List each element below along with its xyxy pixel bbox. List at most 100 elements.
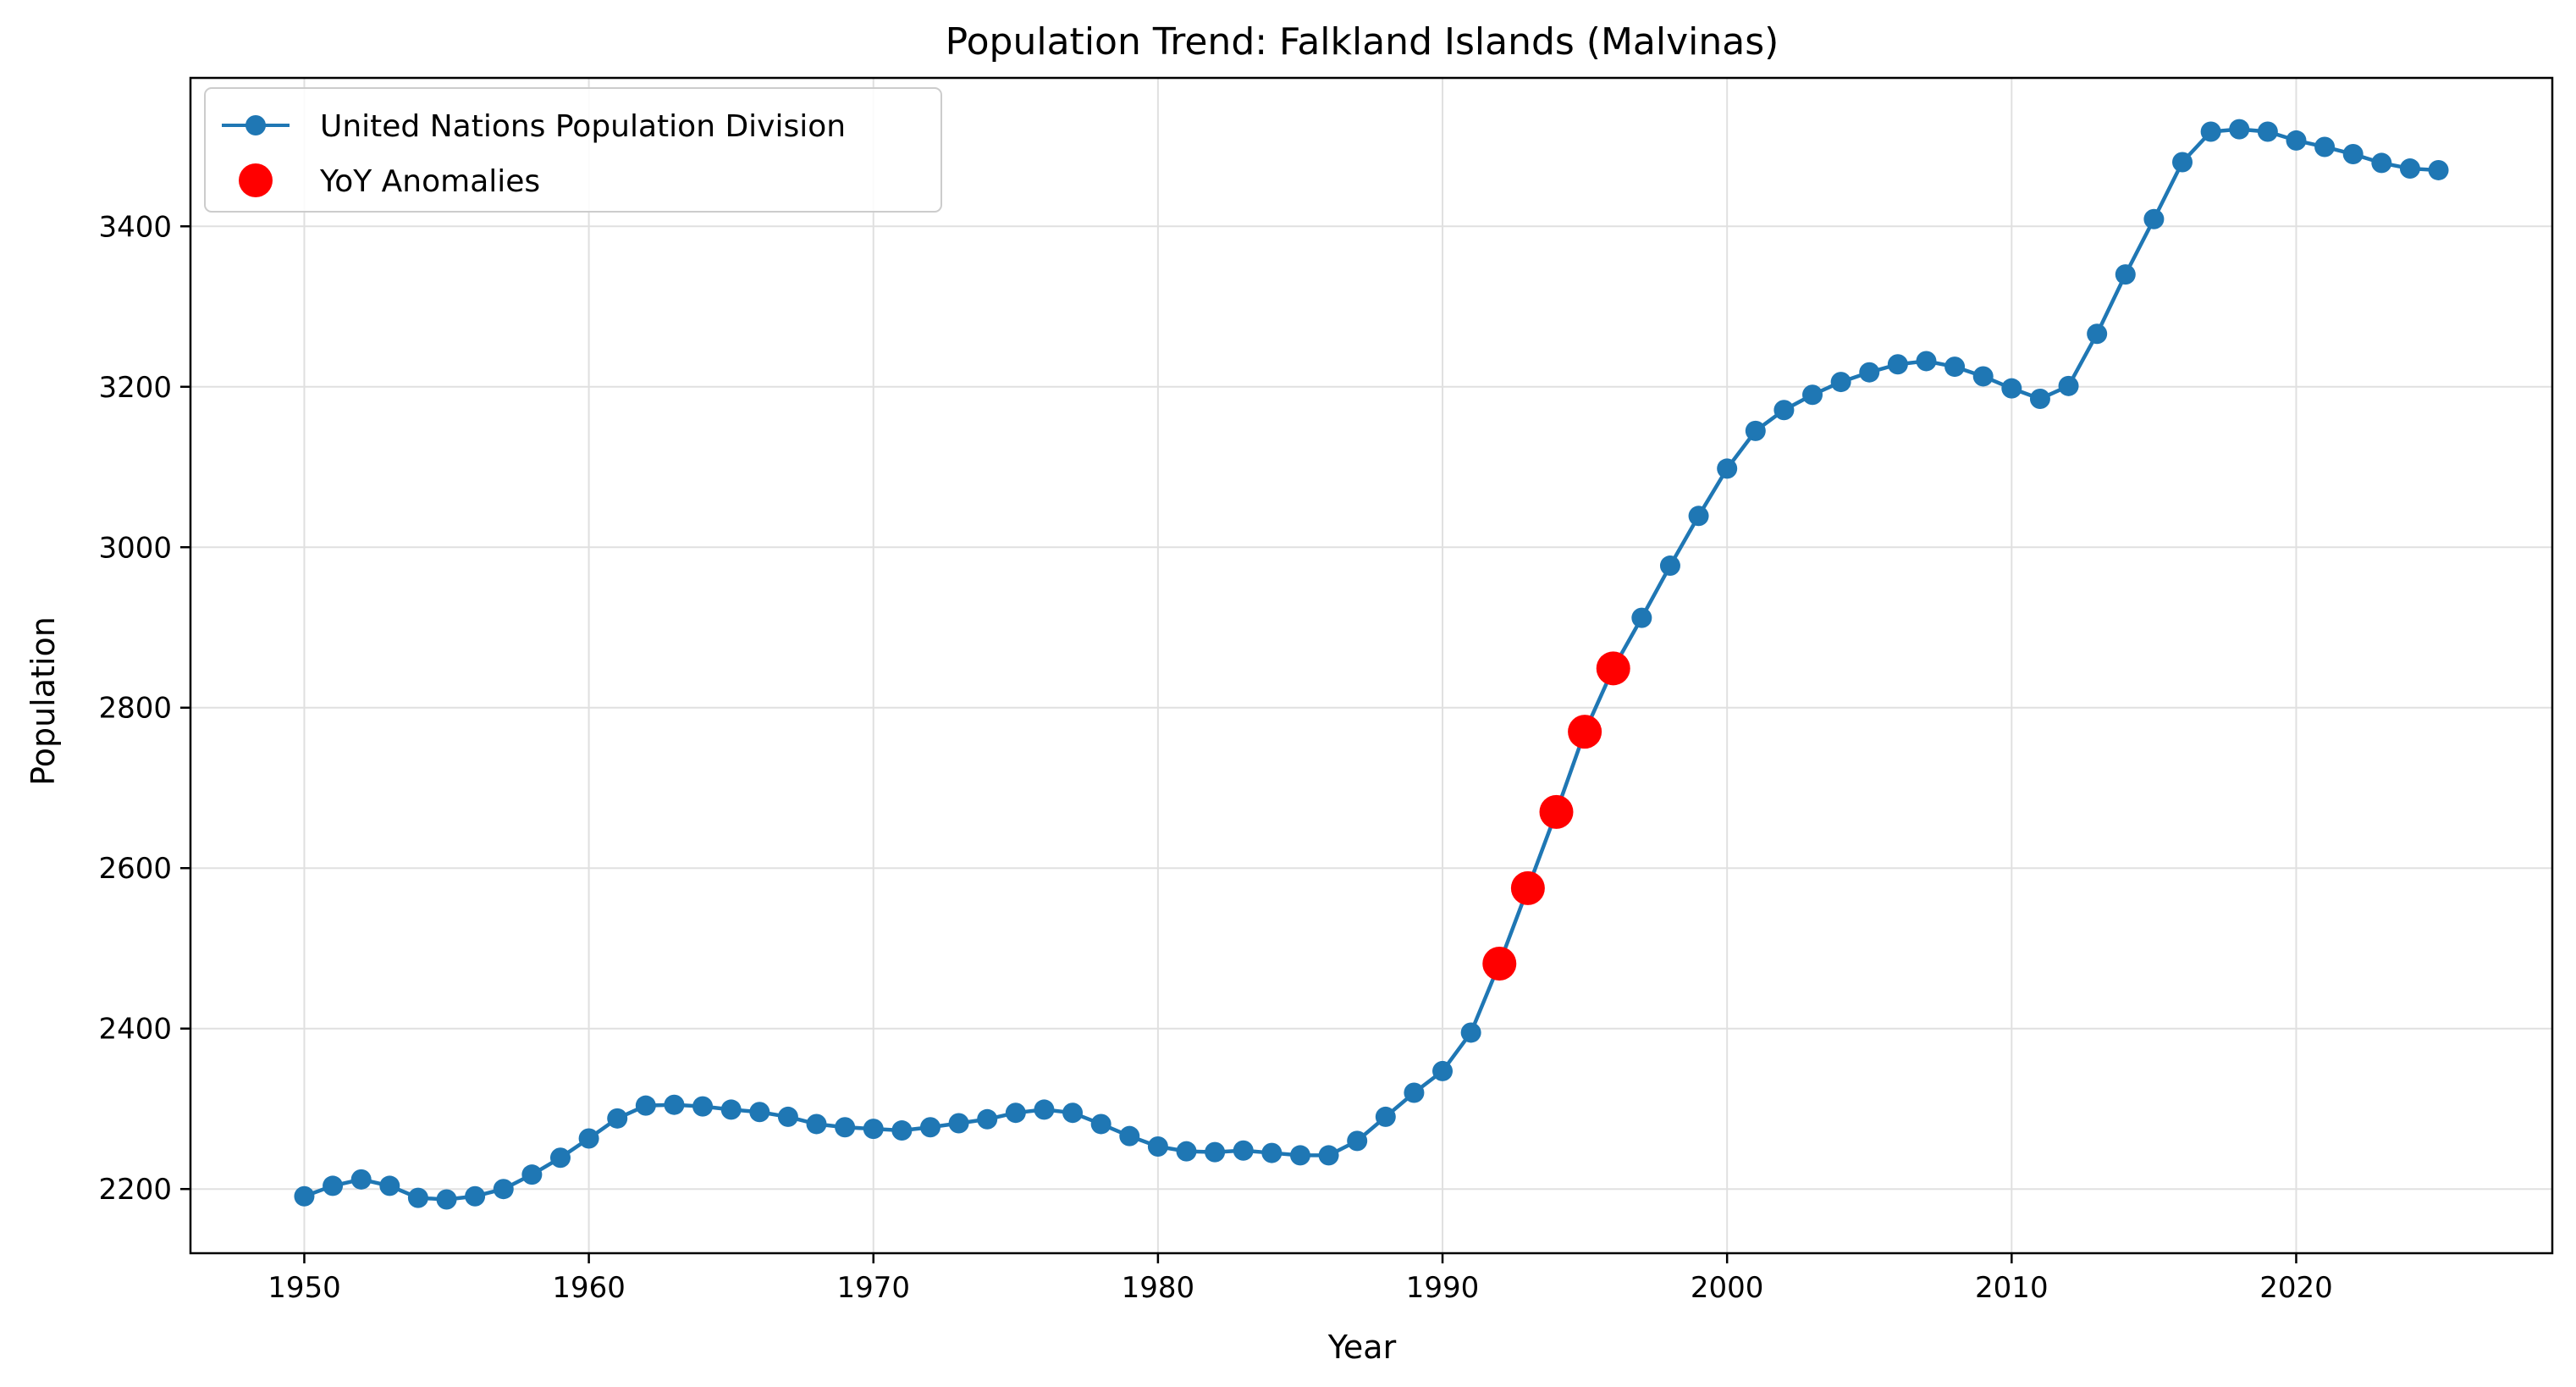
data-point (2399, 158, 2420, 180)
x-tick-label: 1990 (1406, 1271, 1480, 1305)
data-point (749, 1102, 770, 1123)
data-point (1745, 420, 1766, 441)
legend: United Nations Population Division YoY A… (204, 87, 942, 213)
data-point (2115, 264, 2136, 285)
x-tick-label: 1950 (268, 1271, 341, 1305)
data-point (2143, 208, 2165, 229)
anomaly-point (1482, 946, 1517, 981)
data-point (1261, 1142, 1282, 1163)
x-tick-label: 2020 (2259, 1271, 2333, 1305)
data-point (2229, 119, 2250, 140)
data-point (1147, 1136, 1168, 1157)
y-tick-label: 3200 (98, 371, 172, 405)
data-point (2029, 388, 2050, 409)
data-point (1432, 1060, 1453, 1081)
legend-label-series: United Nations Population Division (320, 109, 846, 144)
data-point (521, 1164, 543, 1185)
anomaly-point (1539, 794, 1574, 829)
data-point (1205, 1141, 1226, 1163)
data-point (2087, 323, 2108, 345)
y-tick-label: 2400 (98, 1013, 172, 1047)
data-point (1688, 506, 1709, 527)
legend-marker-swatch (245, 115, 266, 135)
data-point (1289, 1145, 1310, 1166)
data-point (835, 1117, 856, 1138)
x-tick-label: 2010 (1975, 1271, 2049, 1305)
data-point (2257, 121, 2278, 142)
data-point (379, 1175, 400, 1196)
data-point (1062, 1102, 1084, 1124)
legend-anomaly-swatch (239, 163, 273, 197)
data-point (1318, 1145, 1339, 1166)
data-point (350, 1169, 372, 1190)
data-point (549, 1147, 571, 1169)
x-axis-ticks: 1950 1960 1970 1980 1990 2000 2010 2020 (268, 1253, 2333, 1305)
data-point (2342, 144, 2364, 165)
data-point (1916, 351, 1937, 372)
data-point (407, 1187, 428, 1208)
data-point (919, 1117, 940, 1138)
anomaly-point (1510, 870, 1545, 905)
data-point (1233, 1140, 1254, 1161)
data-point (493, 1179, 514, 1200)
data-point (664, 1094, 685, 1115)
anomaly-point (1568, 715, 1602, 749)
legend-label-anomalies: YoY Anomalies (319, 164, 540, 199)
data-point (436, 1189, 457, 1210)
data-point (578, 1128, 599, 1149)
data-point (1773, 400, 1795, 421)
anomaly-layer (1482, 651, 1630, 981)
data-point (720, 1099, 742, 1120)
data-point (1375, 1106, 1396, 1127)
data-point (607, 1108, 628, 1129)
data-point (294, 1185, 315, 1207)
data-point (2314, 136, 2336, 157)
y-axis-ticks: 2200 2400 2600 2800 3000 3200 3400 (98, 210, 190, 1207)
data-point (1176, 1141, 1197, 1162)
data-point (1090, 1113, 1111, 1135)
data-point (863, 1119, 884, 1140)
y-tick-label: 2600 (98, 852, 172, 886)
x-axis-label: Year (1327, 1329, 1397, 1366)
data-point (1460, 1022, 1481, 1043)
data-point (948, 1113, 969, 1134)
anomaly-point (1596, 651, 1630, 686)
series-layer (294, 119, 2449, 1210)
x-tick-label: 1970 (836, 1271, 910, 1305)
data-point (692, 1096, 714, 1117)
data-point (1944, 356, 1966, 378)
data-point (323, 1175, 344, 1196)
data-point (806, 1113, 827, 1135)
data-point (891, 1120, 913, 1141)
data-point (1631, 607, 1652, 628)
y-tick-label: 3400 (98, 210, 172, 244)
data-point (1802, 384, 1823, 406)
data-point (1119, 1125, 1140, 1147)
y-axis-label: Population (25, 616, 62, 786)
data-point (1830, 372, 1851, 393)
grid-layer (190, 78, 2552, 1253)
data-point (1404, 1082, 1425, 1103)
y-tick-label: 2800 (98, 692, 172, 726)
x-tick-label: 1960 (552, 1271, 626, 1305)
data-point (1859, 362, 1880, 383)
plot-frame (189, 76, 2554, 1255)
data-point (1972, 366, 1994, 387)
data-point (977, 1108, 998, 1130)
x-tick-label: 1980 (1122, 1271, 1195, 1305)
data-point (1887, 354, 1908, 375)
legend-box (204, 87, 942, 213)
data-point (1659, 555, 1680, 577)
y-tick-label: 3000 (98, 531, 172, 565)
chart-title: Population Trend: Falkland Islands (Malv… (946, 20, 1779, 64)
data-point (2058, 375, 2079, 396)
x-tick-label: 2000 (1691, 1271, 1764, 1305)
data-point (1717, 458, 1738, 479)
data-point (465, 1185, 486, 1207)
data-point (1034, 1099, 1055, 1120)
data-point (2371, 152, 2392, 174)
data-point (2001, 378, 2022, 399)
data-point (1005, 1102, 1026, 1124)
data-point (2428, 159, 2449, 180)
